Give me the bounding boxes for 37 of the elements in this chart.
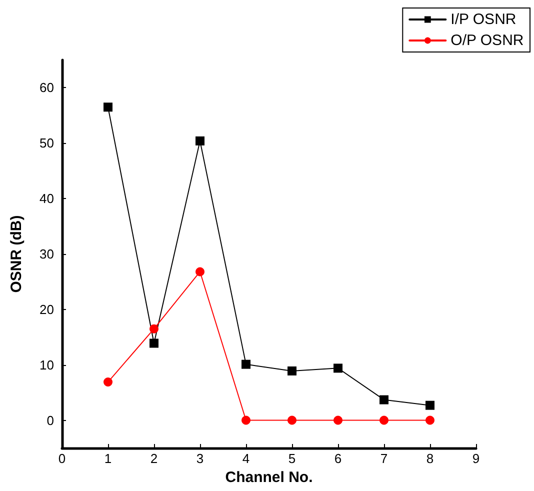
x-tick-label: 8 bbox=[426, 451, 434, 466]
x-tick-label: 0 bbox=[58, 451, 66, 466]
x-tick-label: 1 bbox=[104, 451, 112, 466]
y-tick-label: 30 bbox=[40, 246, 54, 262]
point bbox=[104, 102, 112, 112]
point bbox=[334, 364, 342, 373]
y-axis-title: OSNR (dB) bbox=[8, 215, 25, 293]
point bbox=[288, 416, 296, 425]
y-tick-label: 60 bbox=[40, 80, 54, 96]
point bbox=[196, 267, 204, 276]
x-tick-label: 4 bbox=[242, 451, 250, 466]
y-tick-label: 50 bbox=[40, 136, 54, 151]
point bbox=[104, 378, 112, 387]
y-tick-label: 20 bbox=[40, 302, 54, 317]
x-tick-label: 2 bbox=[150, 451, 158, 466]
point bbox=[150, 338, 158, 348]
point bbox=[196, 136, 204, 146]
point bbox=[334, 416, 342, 425]
point bbox=[426, 400, 434, 410]
point bbox=[242, 360, 250, 369]
x-tick-label: 7 bbox=[380, 451, 388, 466]
legend-label: O/P OSNR bbox=[450, 32, 524, 49]
point bbox=[150, 324, 158, 334]
x-tick-label: 9 bbox=[472, 451, 480, 466]
point bbox=[242, 416, 250, 425]
x-tick-label: 3 bbox=[196, 451, 204, 466]
point bbox=[380, 395, 388, 404]
y-tick-label: 0 bbox=[46, 412, 54, 428]
point bbox=[380, 416, 388, 425]
x-axis-title: Channel No. bbox=[225, 469, 313, 486]
legend-label: I/P OSNR bbox=[450, 11, 516, 28]
x-tick-label: 6 bbox=[334, 451, 342, 466]
y-tick-label: 10 bbox=[40, 357, 54, 372]
x-tick-label: 5 bbox=[288, 451, 296, 466]
point bbox=[426, 416, 434, 425]
y-tick-label: 40 bbox=[40, 191, 54, 206]
point bbox=[288, 366, 296, 376]
